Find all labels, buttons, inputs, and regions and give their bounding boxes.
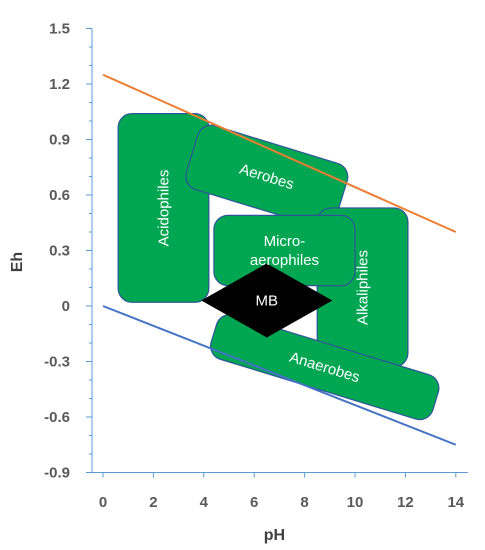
labels-layer: Acidophiles AerobesAlkaliphilesAnaerobesM… (155, 161, 371, 387)
region-label-mb: MB (256, 292, 279, 309)
x-tick-label: 4 (200, 494, 209, 511)
region-acidophiles (117, 112, 210, 303)
y-tick-label: -0.9 (44, 465, 70, 482)
x-tick-label: 2 (149, 494, 157, 511)
x-axis-title: pH (264, 527, 285, 544)
x-tick-label: 10 (347, 494, 364, 511)
region-label-line: Alkaliphiles (355, 250, 372, 325)
series-line-0 (102, 73, 457, 233)
y-tick-label: 1.2 (49, 76, 70, 93)
region-anaerobes (210, 313, 440, 421)
region-label-line: Acidophiles (155, 170, 172, 247)
y-tick-label: 0 (62, 298, 70, 315)
regions-layer (117, 112, 440, 421)
y-tick-label: -0.6 (44, 409, 70, 426)
x-tick-label: 6 (250, 494, 258, 511)
axes-layer: 1.5 1.2 0.9 0.6 0.3 0 -0.3 -0.6 -0.9 0 2 4 6 8 10 12 14 (44, 21, 468, 511)
region-label-micro-aerophiles: Micro-aerophiles (250, 233, 319, 269)
region-label-acidophiles: Acidophiles (155, 170, 172, 247)
x-tick-label: 0 (99, 494, 107, 511)
y-axis-title: Eh (9, 252, 26, 272)
region-mb (201, 263, 333, 338)
y-tick-label: 1.5 (49, 21, 70, 38)
x-tick-label: 12 (397, 494, 414, 511)
region-aerobes (185, 124, 349, 229)
series-line-1 (102, 305, 457, 446)
region-label-line: Micro- (264, 233, 306, 250)
y-tick-label: 0.6 (49, 187, 70, 204)
series-layer (102, 73, 457, 446)
x-tick-label: 14 (447, 494, 464, 511)
x-tick-label: 8 (300, 494, 308, 511)
y-tick-label: 0.9 (49, 132, 70, 149)
region-label-alkaliphiles: Alkaliphiles (355, 250, 372, 325)
y-tick-label: 0.3 (49, 243, 70, 260)
region-label-line: aerophiles (250, 252, 319, 269)
y-tick-label: -0.3 (44, 354, 70, 371)
region-label-line: MB (256, 292, 279, 309)
